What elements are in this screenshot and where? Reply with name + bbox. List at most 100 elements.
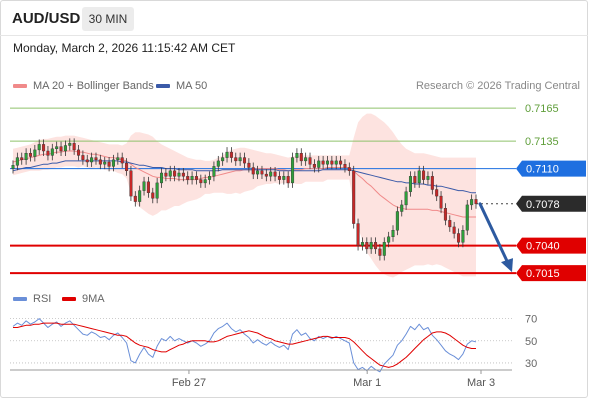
candle-body [81,155,85,160]
candle [20,152,24,165]
candle-body [391,229,395,237]
candle-body [352,170,356,224]
candle [352,165,356,229]
candle-body [120,157,124,164]
candle-body [430,176,434,190]
candle-body [395,211,399,231]
candle-body [470,199,474,206]
candle-body [155,182,159,199]
candle [369,237,373,254]
price-label-0.7110: 0.7110 [526,164,559,176]
candle-body [422,170,426,180]
candle-body [321,160,325,165]
candle-body [251,167,255,175]
candle-body [334,160,338,165]
time-axis-layer: Feb 27 Mar 1 Mar 3 [10,369,512,389]
candle [138,185,142,207]
candle [190,171,194,185]
candle [470,194,474,210]
candle-body [203,179,207,184]
candle [347,162,351,176]
candle [216,155,220,172]
candle [63,140,67,156]
header-divider [0,35,588,36]
candle [457,228,461,248]
candle [264,169,268,182]
candle-body [277,176,281,180]
candle-body [212,166,216,177]
candle-body [408,176,412,192]
candle-body [94,157,98,161]
candle [269,166,273,182]
candle [413,171,417,188]
symbol-title: AUD/USD [12,10,81,27]
candle-body [413,176,417,184]
candle-body [448,220,452,228]
candle-body [443,207,447,221]
ma9-legend-label: 9MA [82,293,105,305]
candle [435,184,439,202]
candle [177,168,181,182]
candle [356,218,360,251]
candle-body [417,170,421,184]
candle-body [77,149,81,156]
candle [304,152,308,166]
candle-body [474,199,478,204]
candle-body [68,143,72,146]
candle [325,155,330,170]
candle [111,154,115,172]
candle [37,139,41,155]
candle-body [55,146,59,150]
candle [426,171,430,185]
candle-body [190,176,194,180]
candle-body [330,160,334,165]
rsi-9ma-line [13,322,476,368]
candle-body [159,172,164,184]
candle-body [24,152,28,160]
candle-body [264,173,268,177]
candle-body [282,176,286,180]
candle-body [111,159,115,167]
candle [474,194,478,209]
candle-body [439,195,443,209]
candle-body [291,157,295,184]
candle-body [173,170,177,177]
ma50-legend-label: MA 50 [176,80,208,92]
ma9-swatch [62,297,76,301]
candle [382,237,386,261]
forecast-arrow-head [501,258,513,273]
candle-body [186,176,190,180]
candle-body [129,170,133,197]
ma50-swatch [156,84,170,88]
candle-body [85,159,89,163]
candle-body [98,159,102,165]
candle-body [360,242,364,246]
candle-body [199,179,203,184]
candle [404,186,408,210]
candle-body [146,181,150,194]
rsi-tick-label-30: 30 [525,358,537,370]
candle-body [50,148,54,156]
candle-body [138,190,142,202]
time-axis-label: Feb 27 [172,377,206,389]
candle [286,171,290,188]
candle [24,148,28,165]
candle [308,152,312,170]
price-tag-0.7040 [516,237,586,254]
candle-body [369,242,373,250]
candle [90,152,94,167]
price-tag-0.7110 [516,160,586,177]
candle-body [304,157,308,162]
candle-body [269,171,273,177]
rsi-tick-label-70: 70 [525,314,537,326]
candle [142,176,146,196]
datetime-text: Monday, March 2, 2026 11:15:42 AM CET [13,41,236,55]
timeframe-button[interactable]: 30 MIN [82,7,134,31]
candle [15,152,19,171]
candle-body [325,160,330,165]
price-label-0.7015: 0.7015 [526,268,560,280]
candle [339,155,343,170]
candle-body [387,236,391,243]
candle-body [435,189,439,197]
